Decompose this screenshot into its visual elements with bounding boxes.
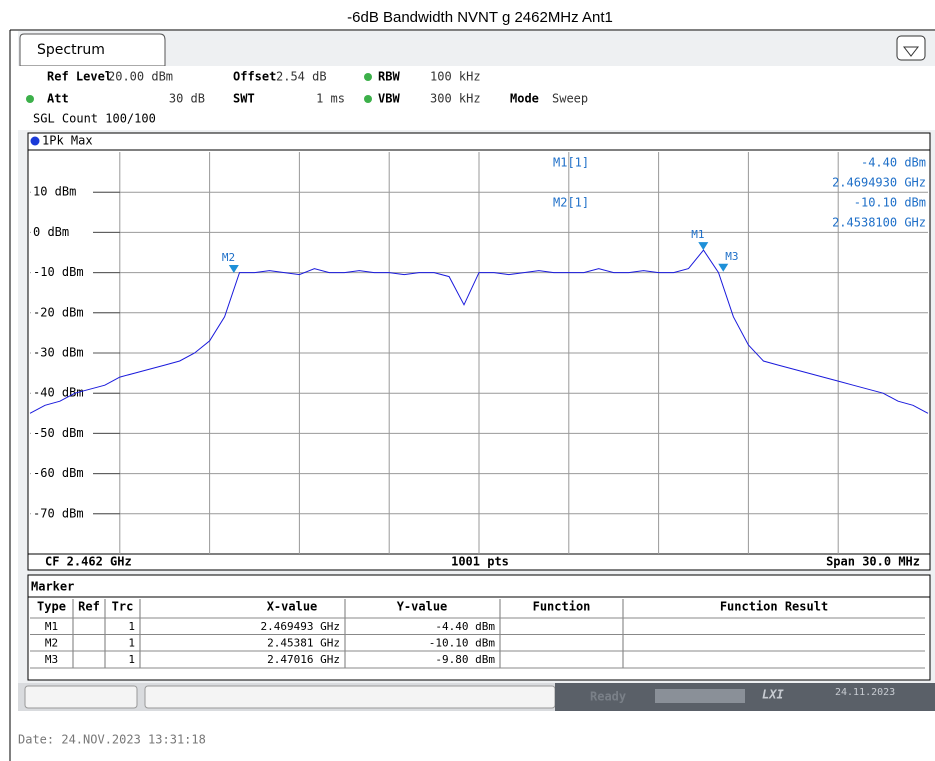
column-header: Trc <box>112 600 134 614</box>
column-header: X-value <box>267 600 318 614</box>
table-cell: M1 <box>45 620 58 633</box>
table-cell: 2.45381 GHz <box>267 637 340 650</box>
setting-label: RBW <box>378 70 400 84</box>
setting-value: 1 ms <box>316 92 345 106</box>
trace <box>29 249 929 414</box>
sweep-count: SGL Count 100/100 <box>33 112 156 126</box>
status-logo: LXI <box>762 688 784 702</box>
points: 1001 pts <box>451 555 509 569</box>
table-cell: M2 <box>45 637 58 650</box>
status-date: 24.11.2023 <box>835 687 895 698</box>
readout-name: M1[1] <box>553 156 589 170</box>
y-tick-label: -20 dBm <box>33 305 84 319</box>
y-tick-label: -40 dBm <box>33 386 84 400</box>
y-tick-label: -70 dBm <box>33 506 84 520</box>
center-frequency: CF 2.462 GHz <box>45 555 132 569</box>
tick-label-bg <box>31 465 93 482</box>
table-cell: -10.10 dBm <box>429 637 496 650</box>
legend-dot <box>30 136 40 146</box>
marker-triangle <box>698 242 709 251</box>
readout-value: -4.40 dBm <box>861 156 926 170</box>
marker-label: M2 <box>222 251 235 264</box>
tick-label-bg <box>31 505 93 522</box>
table-cell: 2.47016 GHz <box>267 653 340 666</box>
readout-value: 2.4538100 GHz <box>832 216 926 230</box>
setting-value: 300 kHz <box>430 92 481 106</box>
table-cell: M3 <box>45 653 58 666</box>
y-tick-label: -60 dBm <box>33 466 84 480</box>
marker-label: M1 <box>691 228 704 241</box>
column-header: Ref <box>78 600 100 614</box>
menu-icon-arrow <box>902 46 920 57</box>
tick-label-bg <box>31 345 93 361</box>
page-title: -6dB Bandwidth NVNT g 2462MHz Ant1 <box>347 9 613 26</box>
setting-label: Offset <box>233 70 276 84</box>
settings-panel <box>18 66 935 130</box>
marker-triangle <box>228 265 239 274</box>
column-header: Function <box>533 600 591 614</box>
table-cell: 2.469493 GHz <box>261 620 340 633</box>
tab[interactable] <box>19 33 166 67</box>
marker-table-frame <box>27 574 931 681</box>
readout-value: 2.4694930 GHz <box>832 176 926 190</box>
span: Span 30.0 MHz <box>826 555 920 569</box>
setting-value: 2.54 dB <box>276 70 327 84</box>
marker-table-title: Marker <box>31 580 74 594</box>
setting-value: Sweep <box>552 92 588 106</box>
date-line: Date: 24.NOV.2023 13:31:18 <box>18 733 206 747</box>
y-tick-label: -30 dBm <box>33 346 84 360</box>
column-header: Function Result <box>720 600 828 614</box>
legend-label: 1Pk Max <box>42 134 93 148</box>
column-header: Y-value <box>397 600 448 614</box>
status-box <box>24 685 138 709</box>
status-dot <box>26 95 34 103</box>
setting-label: SWT <box>233 92 255 106</box>
tick-label-bg <box>31 264 93 281</box>
readout-name: M2[1] <box>553 196 589 210</box>
setting-value: 100 kHz <box>430 70 481 84</box>
y-tick-label: -10 dBm <box>33 265 84 279</box>
marker-triangle <box>718 263 729 272</box>
table-cell: 1 <box>128 653 135 666</box>
y-tick-label: 10 dBm <box>33 185 76 199</box>
tick-label-bg <box>31 184 93 201</box>
y-tick-label: -50 dBm <box>33 426 84 440</box>
table-cell: -9.80 dBm <box>435 653 495 666</box>
table-cell: 1 <box>128 620 135 633</box>
readout-value: -10.10 dBm <box>854 196 926 210</box>
status-box <box>144 685 556 709</box>
status-dot <box>364 73 372 81</box>
marker-label: M3 <box>725 250 738 263</box>
setting-value: 30 dB <box>169 92 205 106</box>
setting-label: Att <box>47 92 69 106</box>
table-cell: 1 <box>128 637 135 650</box>
tick-label-bg <box>31 385 93 402</box>
tab-label: Spectrum <box>37 42 105 58</box>
status-dot <box>364 95 372 103</box>
setting-label: VBW <box>378 92 400 106</box>
status-state: Ready <box>590 690 626 704</box>
table-cell: -4.40 dBm <box>435 620 495 633</box>
y-tick-label: 0 dBm <box>33 225 69 239</box>
tick-label-bg <box>31 425 93 442</box>
tick-label-bg <box>31 304 93 321</box>
tick-label-bg <box>31 224 93 241</box>
setting-label: Mode <box>510 92 539 106</box>
setting-label: Ref Level <box>47 70 112 84</box>
menu-icon[interactable] <box>896 35 926 61</box>
progress-bar <box>655 689 745 703</box>
setting-value: 20.00 dBm <box>108 70 173 84</box>
column-header: Type <box>37 600 66 614</box>
